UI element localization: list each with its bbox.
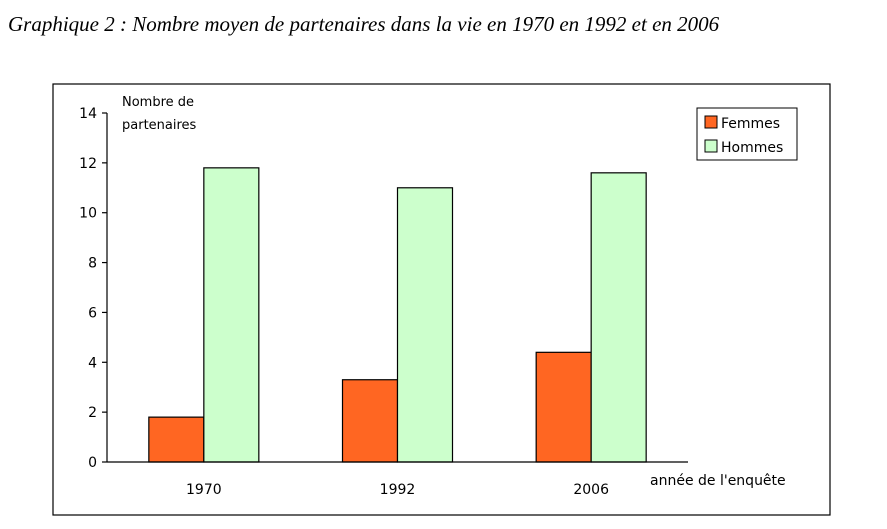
y-tick-label: 6 [88,305,97,321]
y-tick-label: 2 [88,405,97,421]
bar-femmes-1992 [341,379,399,463]
legend-label-hommes: Hommes [721,140,783,156]
bar-hommes-1970 [203,167,260,463]
x-tick-label-1970: 1970 [186,482,222,498]
y-axis-label-line2: partenaires [122,118,197,133]
y-tick-label: 4 [88,355,97,371]
y-axis-label-line1: Nombre de [122,95,194,110]
chart-title: Graphique 2 : Nombre moyen de partenaire… [8,12,720,36]
y-tick-label: 12 [79,156,97,172]
bar-femmes-1970 [148,416,205,463]
bar-femmes-2006 [535,351,592,463]
bar-hommes-2006 [590,172,647,463]
x-axis-tick-labels: 1970 1992 2006 [186,482,609,498]
y-tick-label: 8 [88,256,97,272]
x-tick-label-1992: 1992 [380,482,416,498]
bar-hommes-1992 [396,187,454,463]
y-tick-label: 14 [79,106,97,122]
y-axis-ticks: 0 2 4 6 8 10 12 14 [79,106,107,471]
legend-swatch-hommes [704,139,718,153]
legend: Femmes Hommes [696,107,798,161]
legend-label-femmes: Femmes [721,116,780,132]
bars [148,167,647,463]
y-tick-label: 0 [88,455,97,471]
legend-swatch-femmes [704,115,718,129]
x-axis-label: année de l'enquête [650,473,786,489]
x-tick-label-2006: 2006 [573,482,609,498]
y-tick-label: 10 [79,206,97,222]
